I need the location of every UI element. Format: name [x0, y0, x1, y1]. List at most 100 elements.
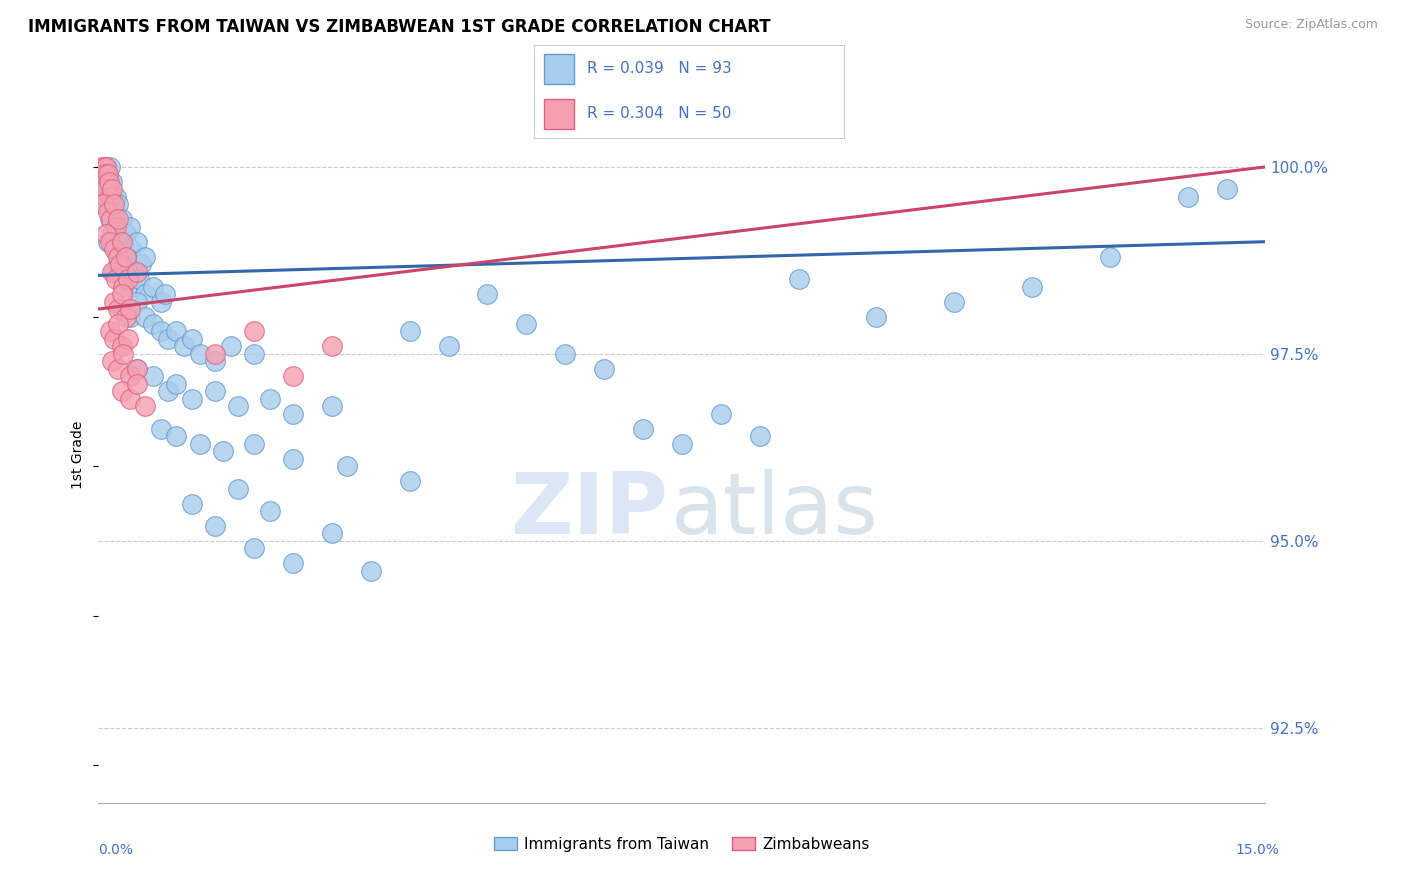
Point: [134, 310, 156, 324]
Point: [118, 310, 141, 324]
Point: [96, 182, 118, 196]
Point: [114, 250, 136, 264]
Point: [259, 392, 281, 406]
Point: [104, 219, 127, 234]
Text: atlas: atlas: [671, 469, 879, 552]
Point: [103, 265, 125, 279]
Point: [1021, 279, 1043, 293]
Point: [98, 325, 121, 339]
Point: [165, 376, 187, 391]
Point: [748, 429, 770, 443]
Point: [281, 451, 304, 466]
FancyBboxPatch shape: [544, 99, 575, 129]
Point: [157, 384, 180, 399]
Point: [118, 369, 141, 384]
Point: [281, 369, 304, 384]
Point: [631, 422, 654, 436]
Point: [281, 407, 304, 421]
Point: [111, 235, 134, 249]
Point: [228, 399, 250, 413]
Point: [127, 265, 149, 279]
Text: ZIP: ZIP: [510, 469, 668, 552]
Point: [398, 325, 420, 339]
Point: [165, 325, 187, 339]
Point: [515, 317, 537, 331]
Point: [134, 287, 156, 301]
Point: [111, 339, 134, 353]
Text: 15.0%: 15.0%: [1236, 843, 1279, 857]
Point: [103, 332, 125, 346]
Point: [219, 339, 242, 353]
Point: [243, 436, 266, 450]
Point: [114, 227, 136, 242]
Point: [101, 227, 124, 242]
Point: [112, 347, 135, 361]
Point: [97, 204, 120, 219]
Point: [101, 354, 124, 368]
Point: [153, 287, 176, 301]
Point: [134, 250, 156, 264]
Point: [134, 399, 156, 413]
Point: [336, 459, 359, 474]
Point: [103, 242, 125, 256]
Point: [104, 272, 127, 286]
Point: [118, 392, 141, 406]
Point: [259, 504, 281, 518]
Point: [107, 317, 129, 331]
Point: [107, 362, 129, 376]
Point: [111, 301, 134, 316]
Point: [107, 197, 129, 211]
Point: [180, 332, 202, 346]
Point: [93, 197, 115, 211]
Y-axis label: 1st Grade: 1st Grade: [72, 421, 86, 489]
Point: [127, 362, 149, 376]
Point: [321, 339, 343, 353]
Point: [111, 212, 134, 227]
Point: [127, 376, 149, 391]
Point: [96, 227, 118, 242]
Point: [91, 167, 114, 181]
FancyBboxPatch shape: [544, 54, 575, 84]
Text: Source: ZipAtlas.com: Source: ZipAtlas.com: [1244, 18, 1378, 31]
Point: [114, 250, 136, 264]
Point: [111, 384, 134, 399]
Point: [204, 384, 226, 399]
Point: [120, 242, 142, 256]
Point: [108, 257, 131, 271]
Point: [188, 347, 211, 361]
Point: [188, 436, 211, 450]
Point: [98, 212, 121, 227]
Point: [101, 175, 124, 189]
Point: [104, 190, 127, 204]
Point: [100, 212, 122, 227]
Point: [101, 182, 124, 196]
Point: [671, 436, 693, 450]
Point: [101, 265, 124, 279]
Point: [554, 347, 576, 361]
Point: [281, 557, 304, 571]
Point: [321, 399, 343, 413]
Point: [865, 310, 887, 324]
Point: [1098, 250, 1121, 264]
Point: [98, 190, 121, 204]
Point: [97, 235, 120, 249]
Point: [107, 301, 129, 316]
Point: [104, 242, 127, 256]
Point: [107, 250, 129, 264]
Point: [93, 167, 115, 181]
Point: [96, 160, 118, 174]
Point: [149, 294, 172, 309]
Point: [1215, 182, 1237, 196]
Point: [96, 190, 118, 204]
Point: [107, 212, 129, 227]
Point: [127, 362, 149, 376]
Point: [114, 310, 136, 324]
Point: [98, 235, 121, 249]
Point: [108, 219, 131, 234]
Point: [91, 160, 114, 174]
Point: [173, 339, 195, 353]
Point: [118, 301, 141, 316]
Text: IMMIGRANTS FROM TAIWAN VS ZIMBABWEAN 1ST GRADE CORRELATION CHART: IMMIGRANTS FROM TAIWAN VS ZIMBABWEAN 1ST…: [28, 18, 770, 36]
Point: [98, 160, 121, 174]
Point: [122, 279, 145, 293]
